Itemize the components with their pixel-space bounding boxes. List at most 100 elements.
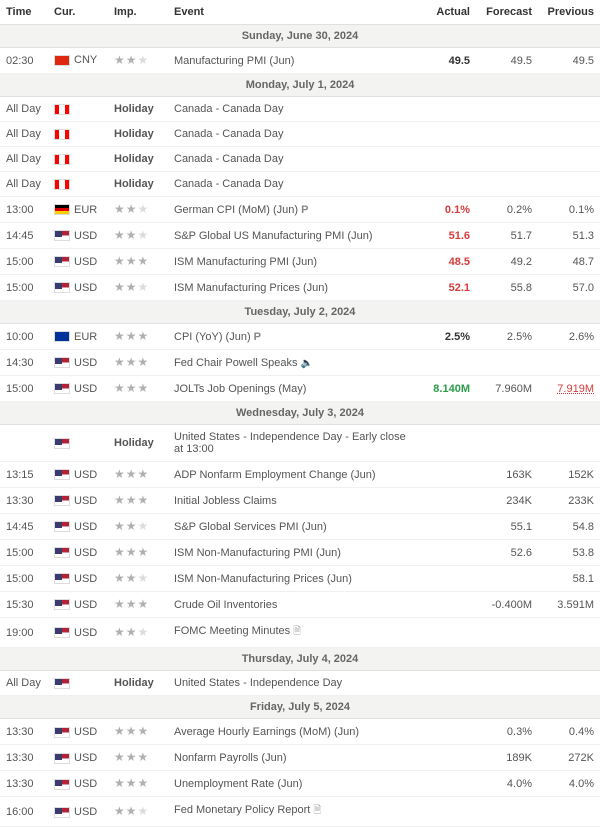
currency-code: USD: [74, 521, 97, 533]
event-name[interactable]: Canada - Canada Day: [174, 178, 283, 190]
event-row[interactable]: 13:00EUR★★★German CPI (MoM) (Jun)P0.1%0.…: [0, 197, 600, 223]
event-previous: 7.919M: [538, 376, 600, 402]
importance-stars: ★★★: [114, 229, 148, 241]
event-name[interactable]: Canada - Canada Day: [174, 153, 283, 165]
currency-code: CNY: [74, 55, 97, 67]
day-header-row[interactable]: Tuesday, July 2, 2024: [0, 301, 600, 324]
event-name[interactable]: Nonfarm Payrolls (Jun): [174, 752, 286, 764]
event-importance: Holiday: [108, 425, 168, 462]
event-currency: USD: [48, 540, 108, 566]
col-previous[interactable]: Previous: [538, 0, 600, 25]
col-actual[interactable]: Actual: [414, 0, 476, 25]
event-row[interactable]: 16:00USD★★★Fed Monetary Policy Report🗎: [0, 797, 600, 827]
day-header-row[interactable]: Friday, July 5, 2024: [0, 696, 600, 719]
event-row[interactable]: 13:30USD★★★Unemployment Rate (Jun)4.0%4.…: [0, 771, 600, 797]
event-row[interactable]: 13:30USD★★★Average Hourly Earnings (MoM)…: [0, 719, 600, 745]
event-actual: [414, 592, 476, 618]
event-name[interactable]: Fed Monetary Policy Report: [174, 804, 310, 816]
event-row[interactable]: All DayHolidayCanada - Canada Day: [0, 122, 600, 147]
event-name[interactable]: JOLTs Job Openings (May): [174, 383, 306, 395]
event-name-cell: CPI (YoY) (Jun)P: [168, 324, 414, 350]
currency-code: USD: [74, 357, 97, 369]
event-name[interactable]: Canada - Canada Day: [174, 128, 283, 140]
day-header-label: Wednesday, July 3, 2024: [0, 402, 600, 425]
importance-stars: ★★★: [114, 281, 148, 293]
event-forecast: [476, 350, 538, 376]
importance-stars: ★★★: [114, 546, 148, 558]
event-name[interactable]: S&P Global US Manufacturing PMI (Jun): [174, 230, 373, 242]
event-row[interactable]: 14:45USD★★★S&P Global US Manufacturing P…: [0, 223, 600, 249]
importance-stars: ★★★: [114, 330, 148, 342]
event-name[interactable]: Manufacturing PMI (Jun): [174, 55, 294, 67]
event-name-cell: ADP Nonfarm Employment Change (Jun): [168, 462, 414, 488]
event-currency: USD: [48, 745, 108, 771]
day-header-row[interactable]: Thursday, July 4, 2024: [0, 648, 600, 671]
event-name[interactable]: ISM Non-Manufacturing PMI (Jun): [174, 547, 341, 559]
event-row[interactable]: 13:30USD★★★Initial Jobless Claims234K233…: [0, 488, 600, 514]
flag-icon: [54, 547, 70, 558]
event-row[interactable]: 14:30USD★★★Fed Chair Powell Speaks🔈: [0, 350, 600, 376]
event-row[interactable]: All DayHolidayCanada - Canada Day: [0, 97, 600, 122]
event-row[interactable]: 15:30USD★★★Crude Oil Inventories-0.400M3…: [0, 592, 600, 618]
event-row[interactable]: 15:00USD★★★JOLTs Job Openings (May)8.140…: [0, 376, 600, 402]
event-row[interactable]: HolidayUnited States - Independence Day …: [0, 425, 600, 462]
event-name[interactable]: Fed Chair Powell Speaks: [174, 357, 298, 369]
event-row[interactable]: 14:45USD★★★S&P Global Services PMI (Jun)…: [0, 514, 600, 540]
event-row[interactable]: All DayHolidayCanada - Canada Day: [0, 172, 600, 197]
event-actual: [414, 462, 476, 488]
day-header-row[interactable]: Wednesday, July 3, 2024: [0, 402, 600, 425]
event-row[interactable]: All DayHolidayCanada - Canada Day: [0, 147, 600, 172]
day-header-row[interactable]: Sunday, June 30, 2024: [0, 25, 600, 48]
importance-stars: ★★★: [114, 382, 148, 394]
day-header-row[interactable]: Monday, July 1, 2024: [0, 74, 600, 97]
event-name[interactable]: FOMC Meeting Minutes: [174, 625, 290, 637]
importance-stars: ★★★: [114, 805, 148, 817]
event-importance: ★★★: [108, 745, 168, 771]
currency-code: EUR: [74, 331, 97, 343]
event-row[interactable]: 19:00USD★★★FOMC Meeting Minutes🗎: [0, 618, 600, 648]
col-imp[interactable]: Imp.: [108, 0, 168, 25]
event-name[interactable]: United States - Independence Day: [174, 677, 342, 689]
star-icon: ★: [138, 805, 149, 817]
event-name[interactable]: ISM Non-Manufacturing Prices (Jun): [174, 573, 352, 585]
event-name-cell: Nonfarm Payrolls (Jun): [168, 745, 414, 771]
event-row[interactable]: 15:00USD★★★ISM Non-Manufacturing PMI (Ju…: [0, 540, 600, 566]
event-forecast: [476, 172, 538, 197]
star-icon: ★: [138, 777, 149, 789]
event-currency: USD: [48, 488, 108, 514]
event-row[interactable]: 15:00USD★★★ISM Non-Manufacturing Prices …: [0, 566, 600, 592]
event-name[interactable]: Crude Oil Inventories: [174, 599, 277, 611]
event-row[interactable]: 10:00EUR★★★CPI (YoY) (Jun)P2.5%2.5%2.6%: [0, 324, 600, 350]
event-time: All Day: [0, 671, 48, 696]
event-name[interactable]: Average Hourly Earnings (MoM) (Jun): [174, 726, 359, 738]
event-name[interactable]: ADP Nonfarm Employment Change (Jun): [174, 469, 376, 481]
event-forecast: [476, 797, 538, 827]
event-name[interactable]: CPI (YoY) (Jun): [174, 331, 251, 343]
event-name[interactable]: S&P Global Services PMI (Jun): [174, 521, 327, 533]
col-cur[interactable]: Cur.: [48, 0, 108, 25]
event-name[interactable]: Unemployment Rate (Jun): [174, 778, 302, 790]
audio-icon: 🔈: [301, 358, 313, 369]
star-icon: ★: [126, 229, 137, 241]
event-importance: ★★★: [108, 488, 168, 514]
event-row[interactable]: 13:15USD★★★ADP Nonfarm Employment Change…: [0, 462, 600, 488]
star-icon: ★: [126, 572, 137, 584]
event-row[interactable]: 02:30CNY★★★Manufacturing PMI (Jun)49.549…: [0, 48, 600, 74]
event-row[interactable]: 13:30USD★★★Nonfarm Payrolls (Jun)189K272…: [0, 745, 600, 771]
event-actual: 2.5%: [414, 324, 476, 350]
event-name-cell: Canada - Canada Day: [168, 147, 414, 172]
col-event[interactable]: Event: [168, 0, 414, 25]
event-name[interactable]: German CPI (MoM) (Jun): [174, 204, 298, 216]
event-row[interactable]: 15:00USD★★★ISM Manufacturing Prices (Jun…: [0, 275, 600, 301]
event-forecast: 52.6: [476, 540, 538, 566]
event-row[interactable]: 15:00USD★★★ISM Manufacturing PMI (Jun)48…: [0, 249, 600, 275]
col-time[interactable]: Time: [0, 0, 48, 25]
col-forecast[interactable]: Forecast: [476, 0, 538, 25]
event-name[interactable]: ISM Manufacturing PMI (Jun): [174, 256, 317, 268]
event-name[interactable]: ISM Manufacturing Prices (Jun): [174, 282, 328, 294]
event-row[interactable]: All DayHolidayUnited States - Independen…: [0, 671, 600, 696]
event-name[interactable]: Initial Jobless Claims: [174, 495, 277, 507]
day-header-label: Sunday, June 30, 2024: [0, 25, 600, 48]
event-name[interactable]: Canada - Canada Day: [174, 103, 283, 115]
event-name[interactable]: United States - Independence Day - Early…: [174, 431, 406, 455]
